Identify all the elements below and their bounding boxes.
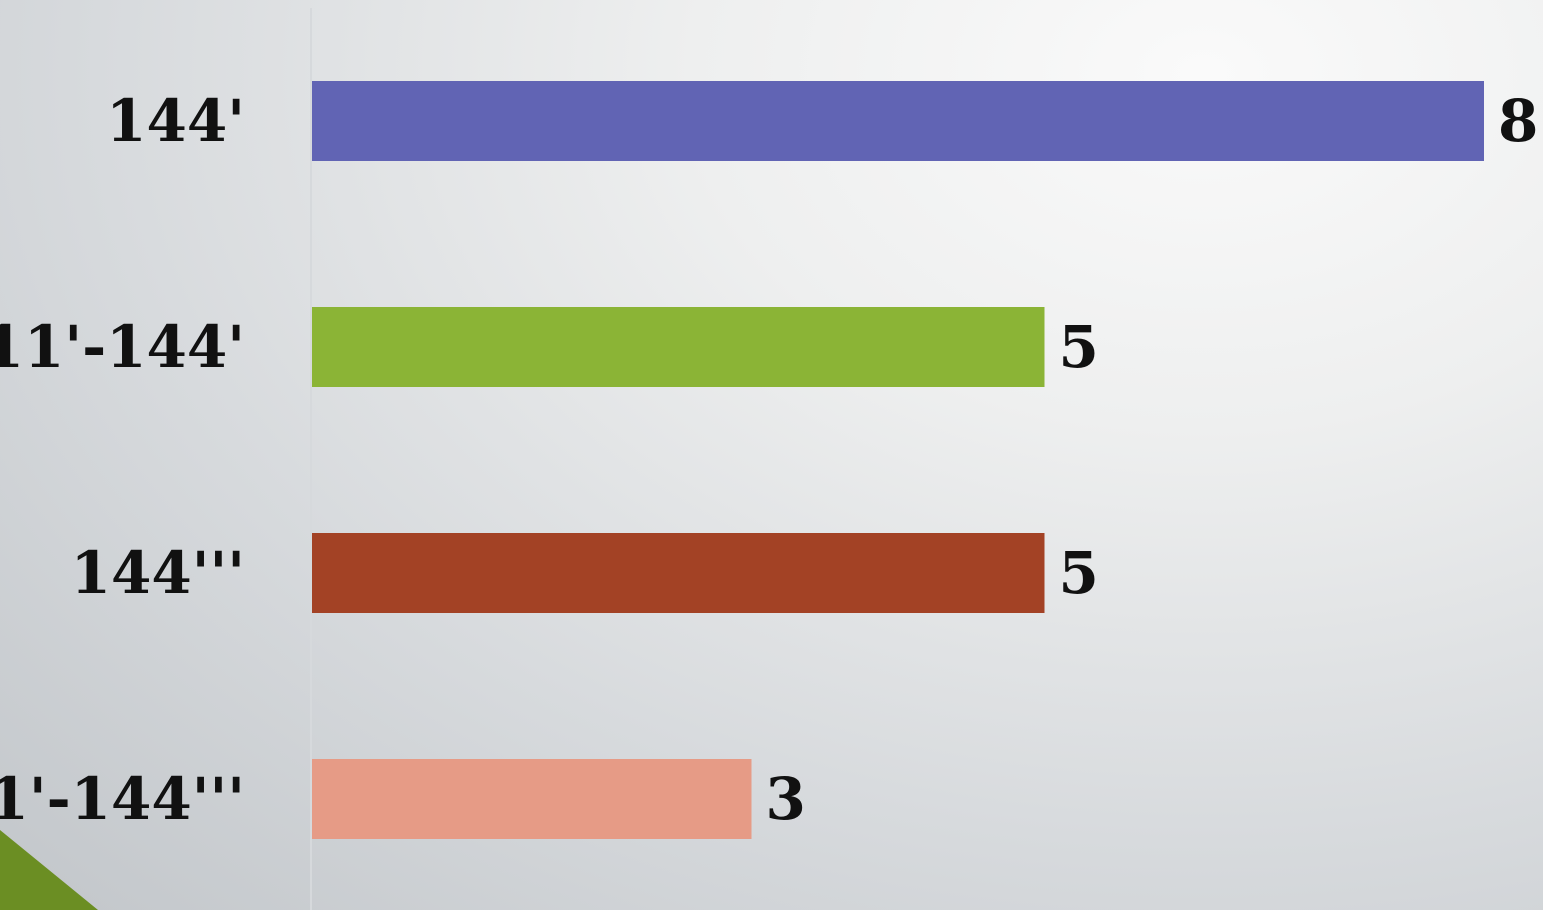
bar-1 [312, 81, 1484, 161]
bar-2 [312, 307, 1045, 387]
data-label-2: 5 [1059, 313, 1099, 381]
category-label-3: 144''' [71, 539, 245, 607]
bar-4 [312, 759, 752, 839]
data-label-1: 8 [1498, 87, 1538, 155]
category-label-1: 144' [106, 87, 245, 155]
bars-layer [312, 81, 1484, 839]
data-label-4: 3 [766, 765, 806, 833]
corner-decoration-triangle [0, 830, 98, 910]
labels-layer: 144' 8 11'-144' 5 144''' 5 11'-144''' 3 [0, 87, 1538, 833]
data-label-3: 5 [1059, 539, 1099, 607]
category-label-4: 11'-144''' [0, 765, 245, 833]
bar-3 [312, 533, 1045, 613]
category-label-2: 11'-144' [0, 313, 245, 381]
